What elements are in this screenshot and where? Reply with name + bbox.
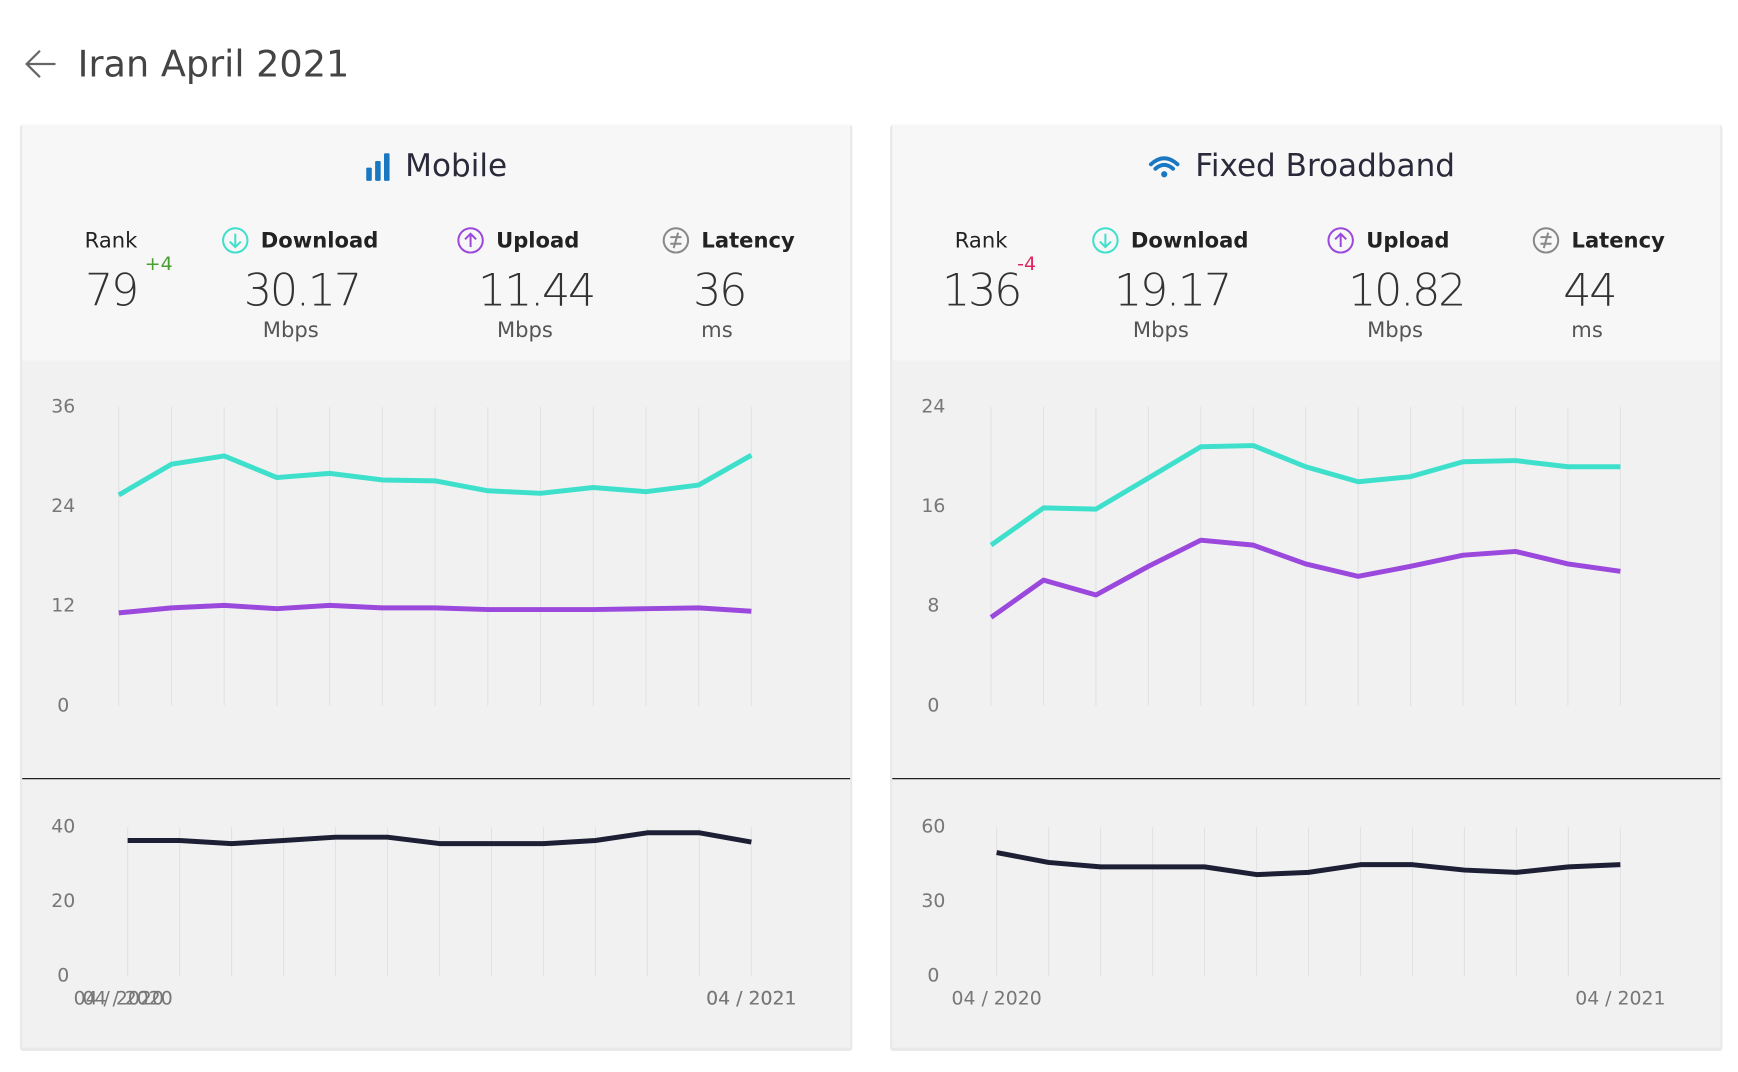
rank-value: 136 bbox=[942, 265, 1020, 316]
y-tick-label: 30 bbox=[921, 891, 945, 912]
y-tick-label: 24 bbox=[921, 396, 945, 417]
page-title: Iran April 2021 bbox=[78, 43, 350, 86]
y-tick-label: 0 bbox=[57, 966, 69, 987]
metric-icon bbox=[457, 227, 484, 254]
x-tick-label: 04 / 2021 bbox=[706, 989, 796, 1010]
y-tick-label: 20 bbox=[51, 891, 75, 912]
rank-change: +4 bbox=[145, 254, 173, 275]
y-tick-label: 8 bbox=[927, 596, 939, 617]
metric-value: 11.44 bbox=[478, 265, 594, 316]
panel-header-bg bbox=[22, 124, 851, 361]
metric-value: 19.17 bbox=[1114, 265, 1230, 316]
panel-chart-bg bbox=[22, 360, 851, 1048]
metric-label: Upload bbox=[1366, 228, 1449, 253]
rank-value: 79 bbox=[85, 265, 137, 316]
back-arrow[interactable] bbox=[25, 49, 56, 78]
metric-icon bbox=[222, 227, 249, 254]
signal-bar-icon bbox=[384, 153, 390, 181]
y-tick-label: 60 bbox=[921, 817, 945, 838]
wifi-dot bbox=[1161, 171, 1168, 178]
y-tick-label: 0 bbox=[927, 966, 939, 987]
metric-value: 44 bbox=[1563, 265, 1615, 316]
metric-label: Latency bbox=[701, 228, 795, 253]
series-line bbox=[127, 830, 752, 847]
metric-value: 36 bbox=[693, 265, 745, 316]
x-tick-label: 04 / 2020 bbox=[82, 989, 172, 1010]
metric-label: Latency bbox=[1572, 228, 1666, 253]
metric-unit: Mbps bbox=[1133, 317, 1189, 342]
panel-title: Fixed Broadband bbox=[1195, 148, 1455, 184]
metric-unit: Mbps bbox=[497, 317, 553, 342]
wifi-icon bbox=[1148, 156, 1180, 171]
rank-label: Rank bbox=[955, 228, 1009, 253]
metric-icon-glyph bbox=[229, 233, 242, 249]
y-tick-label: 0 bbox=[57, 695, 69, 716]
panel-header-bg bbox=[892, 124, 1721, 361]
signal-bar-icon bbox=[366, 167, 372, 181]
y-tick-label: 36 bbox=[51, 396, 75, 417]
metric-unit: Mbps bbox=[1367, 317, 1423, 342]
rank-change: -4 bbox=[1017, 254, 1036, 275]
metric-icon bbox=[1092, 227, 1119, 254]
series-line bbox=[118, 602, 752, 616]
metric-unit: Mbps bbox=[263, 317, 319, 342]
metric-icon-glyph bbox=[1540, 232, 1552, 249]
series-line bbox=[989, 537, 1621, 620]
series-line bbox=[989, 443, 1621, 548]
x-tick-label: 04 / 2021 bbox=[706, 989, 796, 1010]
metric-icon bbox=[662, 227, 690, 254]
x-tick-label: 04 / 2020 bbox=[951, 989, 1041, 1010]
x-tick-label: 04 / 2021 bbox=[1575, 989, 1665, 1010]
metric-value: 30.17 bbox=[244, 265, 360, 316]
series-line bbox=[996, 850, 1621, 878]
metric-label: Download bbox=[261, 228, 379, 253]
metric-value: 10.82 bbox=[1348, 265, 1464, 316]
metric-icon bbox=[1532, 227, 1560, 254]
x-tick-label: 04 / 2020 bbox=[74, 989, 164, 1010]
y-tick-label: 16 bbox=[921, 496, 945, 517]
metric-label: Download bbox=[1131, 228, 1249, 253]
panel-chart-bg bbox=[892, 360, 1721, 1048]
metric-icon-glyph bbox=[1099, 233, 1112, 249]
y-tick-label: 40 bbox=[51, 817, 75, 838]
panel-title: Mobile bbox=[405, 148, 507, 184]
signal-bar-icon bbox=[375, 161, 381, 181]
series-line bbox=[117, 453, 753, 498]
metric-label: Upload bbox=[496, 228, 579, 253]
rank-label: Rank bbox=[85, 228, 139, 253]
y-tick-label: 24 bbox=[51, 496, 75, 517]
metric-icon-glyph bbox=[464, 232, 477, 248]
metric-icon-glyph bbox=[1334, 232, 1347, 248]
y-tick-label: 0 bbox=[927, 695, 939, 716]
metric-icon-glyph bbox=[670, 232, 682, 249]
y-tick-label: 12 bbox=[51, 596, 75, 617]
metric-unit: ms bbox=[701, 317, 733, 342]
metric-icon bbox=[1327, 227, 1354, 254]
metric-unit: ms bbox=[1571, 317, 1603, 342]
